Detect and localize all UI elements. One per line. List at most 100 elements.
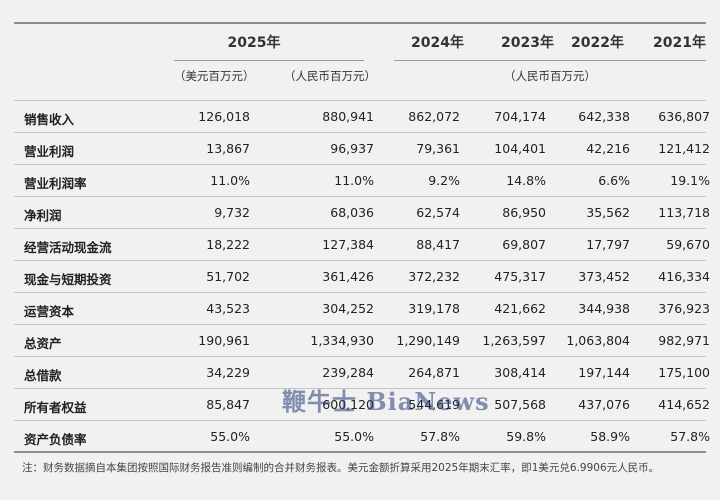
row-value: 17,797 <box>586 237 630 252</box>
row-value: 51,702 <box>206 269 250 284</box>
row-value: 6.6% <box>598 173 630 188</box>
row-label: 经营活动现金流 <box>24 240 112 255</box>
row-value: 197,144 <box>578 365 630 380</box>
row-value: 264,871 <box>408 365 460 380</box>
row-value: 704,174 <box>494 109 546 124</box>
row-value: 437,076 <box>578 397 630 412</box>
row-value: 126,018 <box>198 109 250 124</box>
header-divider-prior-years <box>394 60 706 61</box>
unit-rmb-2025: （人民币百万元） <box>284 69 376 83</box>
year-2021: 2021年 <box>653 35 706 51</box>
row-value: 175,100 <box>658 365 710 380</box>
year-2024: 2024年 <box>411 35 464 51</box>
row-value: 57.8% <box>670 429 710 444</box>
row-value: 9.2% <box>428 173 460 188</box>
row-value: 11.0% <box>334 173 374 188</box>
table-row: 销售收入 126,018 880,941 862,072 704,174 642,338 6… <box>14 100 710 133</box>
row-value: 421,662 <box>494 301 546 316</box>
row-value: 55.0% <box>334 429 374 444</box>
table-row: 净利润 9,732 68,036 62,574 86,950 35,562 113,718 <box>14 196 710 229</box>
row-value: 13,867 <box>206 141 250 156</box>
row-value: 35,562 <box>586 205 630 220</box>
table-row: 资产负债率 55.0% 55.0% 57.8% 59.8% 58.9% 57.8% <box>14 420 710 453</box>
row-value: 14.8% <box>506 173 546 188</box>
row-value: 86,950 <box>502 205 546 220</box>
row-value: 1,263,597 <box>482 333 546 348</box>
row-value: 416,334 <box>658 269 710 284</box>
row-value: 372,232 <box>408 269 460 284</box>
row-value: 376,923 <box>658 301 710 316</box>
footnote: 注：财务数据摘自本集团按照国际财务报告准则编制的合并财务报表。美元金额折算采用2… <box>22 462 660 474</box>
table-bottom-rule <box>14 451 706 453</box>
row-value: 308,414 <box>494 365 546 380</box>
unit-rmb-prior: （人民币百万元） <box>504 69 596 83</box>
year-2022: 2022年 <box>571 35 624 51</box>
row-value: 127,384 <box>322 237 374 252</box>
row-value: 880,941 <box>322 109 374 124</box>
row-value: 9,732 <box>214 205 250 220</box>
row-value: 507,568 <box>494 397 546 412</box>
row-value: 43,523 <box>206 301 250 316</box>
row-value: 11.0% <box>210 173 250 188</box>
row-value: 57.8% <box>420 429 460 444</box>
row-value: 414,652 <box>658 397 710 412</box>
table-row: 现金与短期投资 51,702 361,426 372,232 475,317 373,45… <box>14 260 710 293</box>
row-value: 88,417 <box>416 237 460 252</box>
row-value: 982,971 <box>658 333 710 348</box>
row-value: 55.0% <box>210 429 250 444</box>
row-label: 营业利润 <box>24 144 75 159</box>
row-label: 总借款 <box>24 368 62 383</box>
row-value: 59,670 <box>666 237 710 252</box>
row-value: 600,120 <box>322 397 374 412</box>
table-row: 所有者权益 85,847 600,120 544,619 507,568 437,076 4… <box>14 388 710 421</box>
row-value: 862,072 <box>408 109 460 124</box>
row-value: 42,216 <box>586 141 630 156</box>
row-label: 所有者权益 <box>24 400 87 415</box>
table-row: 经营活动现金流 18,222 127,384 88,417 69,807 17,797 59… <box>14 228 710 261</box>
row-value: 1,290,149 <box>396 333 460 348</box>
row-value: 104,401 <box>494 141 546 156</box>
row-value: 642,338 <box>578 109 630 124</box>
row-value: 361,426 <box>322 269 374 284</box>
unit-usd: （美元百万元） <box>174 69 255 83</box>
row-value: 1,334,930 <box>310 333 374 348</box>
row-label: 营业利润率 <box>24 176 87 191</box>
row-value: 96,937 <box>330 141 374 156</box>
row-value: 636,807 <box>658 109 710 124</box>
header-divider-2025 <box>174 60 364 61</box>
row-value: 475,317 <box>494 269 546 284</box>
row-value: 58.9% <box>590 429 630 444</box>
table-row: 总资产 190,961 1,334,930 1,290,149 1,263,597 1,0… <box>14 324 710 357</box>
row-value: 190,961 <box>198 333 250 348</box>
row-value: 68,036 <box>330 205 374 220</box>
row-value: 69,807 <box>502 237 546 252</box>
row-value: 544,619 <box>408 397 460 412</box>
row-value: 59.8% <box>506 429 546 444</box>
table-header: 2025年 2024年 2023年 2022年 2021年 （美元百万元） （人… <box>14 22 706 102</box>
row-label: 总资产 <box>24 336 62 351</box>
table-row: 营业利润 13,867 96,937 79,361 104,401 42,216 121,4… <box>14 132 710 165</box>
row-value: 344,938 <box>578 301 630 316</box>
row-value: 319,178 <box>408 301 460 316</box>
row-value: 62,574 <box>416 205 460 220</box>
row-label: 净利润 <box>24 208 62 223</box>
row-value: 304,252 <box>322 301 374 316</box>
year-2025: 2025年 <box>227 35 281 51</box>
row-value: 113,718 <box>658 205 710 220</box>
row-value: 34,229 <box>206 365 250 380</box>
year-2023: 2023年 <box>501 35 554 51</box>
row-value: 1,063,804 <box>566 333 630 348</box>
row-value: 19.1% <box>670 173 710 188</box>
row-label: 销售收入 <box>24 112 75 127</box>
row-value: 239,284 <box>322 365 374 380</box>
table-row: 营业利润率 11.0% 11.0% 9.2% 14.8% 6.6% 19.1% <box>14 164 710 197</box>
row-value: 79,361 <box>416 141 460 156</box>
row-label: 资产负债率 <box>24 432 87 447</box>
row-value: 121,412 <box>658 141 710 156</box>
row-label: 运营资本 <box>24 304 75 319</box>
table-row: 运营资本 43,523 304,252 319,178 421,662 344,938 37… <box>14 292 710 325</box>
watermark: 鞭牛士 BiaNews <box>282 387 490 416</box>
table-row: 总借款 34,229 239,284 264,871 308,414 197,144 175… <box>14 356 710 389</box>
row-value: 18,222 <box>206 237 250 252</box>
